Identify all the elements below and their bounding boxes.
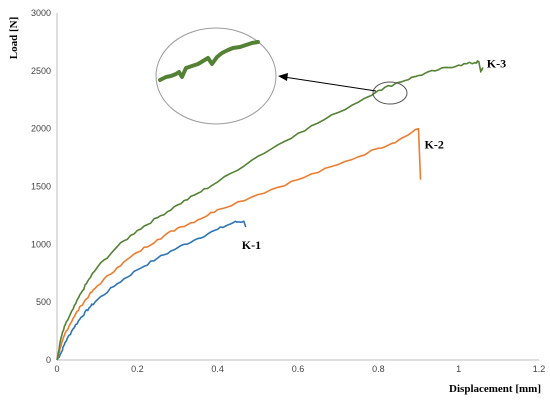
x-tick-label: 0.4 [211,364,224,374]
zoom-inset-curve [158,40,260,82]
y-tick-label: 0 [46,355,51,365]
x-tick-labels: 0 0.2 0.4 0.6 0.8 1 1.2 [54,364,545,374]
y-tick-label: 1500 [31,182,51,192]
zoom-inset-circle [155,27,277,125]
zoom-inset [155,27,408,125]
x-tick-label: 0.2 [131,364,144,374]
x-axis-title: Displacement [mm] [449,383,541,395]
zoom-arrow [283,76,377,92]
zoom-arrowhead-icon [278,73,288,81]
series-label-k-2: K-2 [425,138,444,152]
series-labels: K-1 K-2 K-3 [242,57,506,252]
series-label-k-3: K-3 [487,57,506,71]
y-tick-label: 1000 [31,239,51,249]
series-line-k-1 [56,220,247,361]
series-line-k-3 [56,60,484,361]
y-axis-title: Load [N] [8,17,20,59]
y-tick-label: 2000 [31,124,51,134]
y-tick-label: 2500 [31,66,51,76]
series-line-k-2 [56,127,422,361]
series-lines [56,60,484,361]
x-tick-label: 0.8 [372,364,385,374]
y-tick-label: 3000 [31,8,51,18]
x-tick-label: 0 [54,364,59,374]
x-tick-label: 1 [456,364,461,374]
axes [56,13,539,361]
y-tick-labels: 0 500 1000 1500 2000 2500 3000 [31,8,51,365]
zoom-focus-circle [372,81,408,105]
y-tick-label: 500 [36,297,51,307]
series-label-k-1: K-1 [242,238,261,252]
x-tick-label: 0.6 [292,364,305,374]
x-tick-label: 1.2 [533,364,546,374]
